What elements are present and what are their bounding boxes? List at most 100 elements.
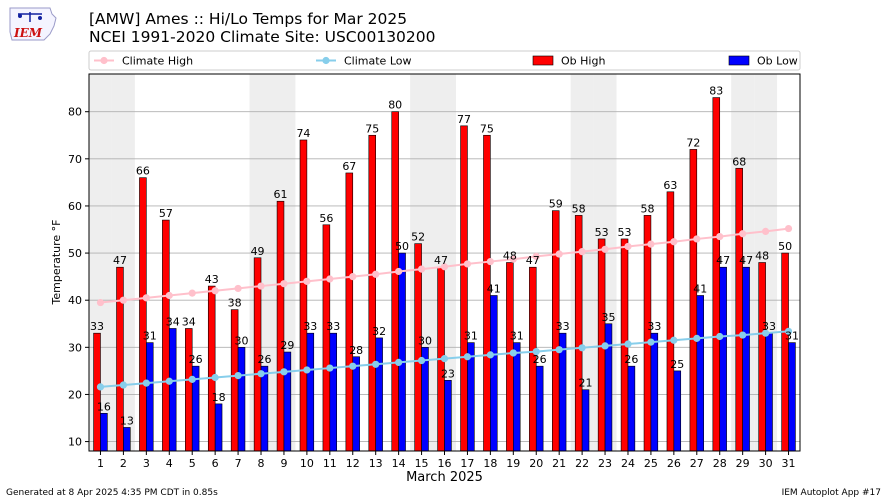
tick-label-x-21: 21 xyxy=(552,457,566,470)
climate-high-point-14 xyxy=(395,267,403,276)
ob-low-label-31: 31 xyxy=(785,330,799,343)
tick-label-x-11: 11 xyxy=(323,457,337,470)
climate-low-point-1 xyxy=(96,383,105,391)
climate-low-point-20 xyxy=(532,347,540,356)
ob-high-label-27: 72 xyxy=(686,136,700,149)
ob-high-bar-31 xyxy=(781,252,789,452)
tick-label-x-15: 15 xyxy=(415,457,429,470)
climate-high-point-1 xyxy=(96,298,105,307)
ob-low-bar-11 xyxy=(329,332,338,452)
tick-label-x-16: 16 xyxy=(438,457,452,470)
climate-high-point-13 xyxy=(372,270,380,278)
ob-low-bar-22 xyxy=(581,389,590,452)
ob-low-bar-10 xyxy=(306,332,315,452)
ob-low-bar-18 xyxy=(490,295,498,452)
ob-low-bar-3 xyxy=(146,342,154,452)
ob-high-label-15: 52 xyxy=(411,231,425,244)
legend-label-ob-high: Ob High xyxy=(561,55,605,68)
ob-high-label-30: 48 xyxy=(755,250,769,263)
climate-high-point-20 xyxy=(532,252,540,260)
tick-label-x-1: 1 xyxy=(97,457,104,470)
climate-low-point-10 xyxy=(303,366,311,374)
ob-low-label-9: 29 xyxy=(280,339,294,352)
ob-low-bar-1 xyxy=(100,412,108,452)
climate-high-point-30 xyxy=(761,227,770,235)
legend-swatch-ob-high xyxy=(532,55,554,66)
climate-low-point-11 xyxy=(326,364,334,372)
ob-low-label-14: 50 xyxy=(395,240,409,253)
climate-low-point-3 xyxy=(142,379,150,387)
tick-label-x-25: 25 xyxy=(644,457,658,470)
climate-high-point-17 xyxy=(463,260,472,268)
climate-low-point-16 xyxy=(440,355,449,363)
ob-low-label-30: 33 xyxy=(762,320,776,333)
ob-high-bar-14 xyxy=(391,111,399,452)
ob-high-label-9: 61 xyxy=(274,188,288,201)
ob-low-label-19: 31 xyxy=(510,330,524,343)
tick-label-y-40: 40 xyxy=(68,294,82,307)
climate-high-point-22 xyxy=(578,248,586,256)
ob-low-label-29: 47 xyxy=(739,254,753,267)
ob-low-bar-6 xyxy=(214,403,223,452)
ob-high-bar-29 xyxy=(735,167,743,452)
ob-high-label-8: 49 xyxy=(251,245,265,258)
ob-high-label-28: 83 xyxy=(709,85,723,98)
ob-low-bar-16 xyxy=(444,380,452,452)
climate-high-point-26 xyxy=(670,238,678,246)
climate-low-point-2 xyxy=(119,381,128,389)
ob-high-bar-19 xyxy=(506,262,514,452)
ob-high-label-25: 58 xyxy=(640,202,654,215)
x-axis-label: March 2025 xyxy=(406,470,483,485)
climate-low-point-23 xyxy=(601,342,609,350)
tick-label-x-7: 7 xyxy=(235,457,242,470)
climate-high-point-4 xyxy=(165,291,173,300)
tick-label-y-30: 30 xyxy=(68,341,82,354)
ob-high-bar-1 xyxy=(93,332,101,452)
ob-low-label-21: 33 xyxy=(556,320,570,333)
climate-low-point-27 xyxy=(693,334,701,342)
ob-low-label-26: 25 xyxy=(670,358,684,371)
climate-high-point-25 xyxy=(647,240,655,248)
climate-low-point-21 xyxy=(555,346,563,354)
tick-label-x-8: 8 xyxy=(258,457,265,470)
legend-marker-climate-high xyxy=(100,56,108,65)
ob-high-label-12: 67 xyxy=(342,160,356,173)
ob-low-bar-25 xyxy=(650,332,659,452)
ob-low-bar-4 xyxy=(168,328,177,452)
legend-label-climate-low: Climate Low xyxy=(344,55,412,68)
ob-low-bar-7 xyxy=(237,347,246,452)
climate-low-point-13 xyxy=(372,360,380,368)
ob-low-bar-14 xyxy=(398,252,406,452)
ob-high-label-16: 47 xyxy=(434,254,448,267)
ob-high-label-6: 43 xyxy=(205,273,219,286)
ob-low-label-3: 31 xyxy=(143,330,157,343)
tick-label-x-29: 29 xyxy=(736,457,750,470)
ob-high-bar-4 xyxy=(162,219,170,452)
ob-low-bar-31 xyxy=(788,342,796,452)
ob-high-bar-11 xyxy=(322,224,331,452)
y-axis-label: Temperature °F xyxy=(50,219,63,305)
ob-high-label-13: 75 xyxy=(365,122,379,135)
ob-high-label-20: 47 xyxy=(526,254,540,267)
ob-low-bar-13 xyxy=(375,337,383,452)
ob-high-label-31: 50 xyxy=(778,240,792,253)
ob-high-bar-9 xyxy=(276,200,285,452)
climate-high-point-2 xyxy=(119,296,128,304)
climate-low-point-17 xyxy=(463,353,472,361)
climate-low-point-30 xyxy=(761,329,770,337)
tick-label-x-23: 23 xyxy=(598,457,612,470)
tick-label-x-26: 26 xyxy=(667,457,681,470)
climate-low-point-14 xyxy=(395,358,403,367)
ob-high-label-4: 57 xyxy=(159,207,173,220)
ob-high-bar-26 xyxy=(666,191,675,452)
climate-high-point-3 xyxy=(142,294,150,302)
ob-high-label-17: 77 xyxy=(457,113,471,126)
ob-high-bar-10 xyxy=(299,139,308,452)
tick-label-x-2: 2 xyxy=(120,457,127,470)
ob-high-bar-13 xyxy=(368,134,376,452)
ob-low-bar-19 xyxy=(513,342,521,452)
ob-high-bar-25 xyxy=(643,215,652,452)
ob-high-label-7: 38 xyxy=(228,297,242,310)
